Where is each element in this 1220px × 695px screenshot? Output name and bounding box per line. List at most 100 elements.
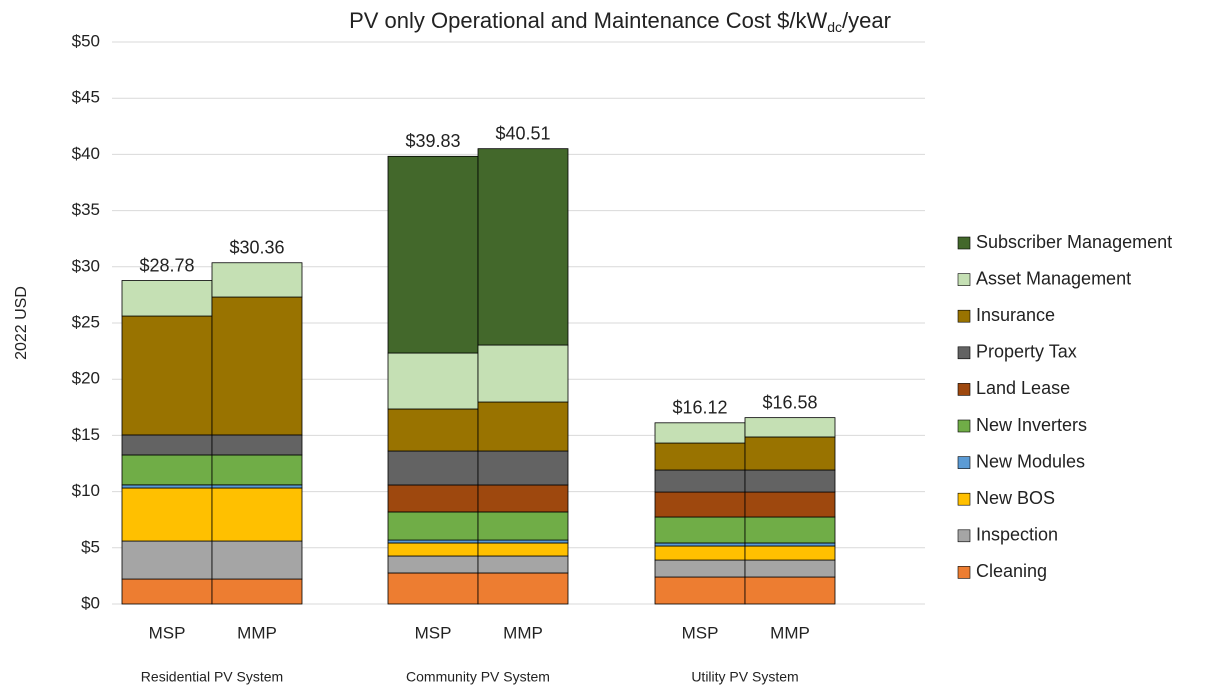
bar-segment [211,262,303,298]
legend-label: Subscriber Management [976,232,1172,252]
legend-swatch [957,492,971,506]
legend-label: Land Lease [976,378,1070,398]
y-tick-label: $15 [72,425,100,444]
x-tick-label: MSP [682,623,719,642]
bar-segment [387,542,479,557]
bar-segment [477,539,569,544]
group-label: Utility PV System [691,669,798,685]
x-tick-label: MMP [237,623,277,642]
bar-segment [654,442,746,471]
title-main: PV only Operational and Maintenance Cost… [349,8,827,33]
y-tick-label: $30 [72,256,100,275]
legend-swatch [957,273,971,286]
total-label: $16.12 [672,398,727,418]
legend-label: Property Tax [976,342,1077,362]
bar-segment [121,434,213,456]
total-label: $30.36 [229,238,284,258]
bar-segment [744,516,836,544]
bar-segment [387,484,479,513]
bar-segment [121,280,213,317]
bar-segment [121,540,213,580]
chart-title: PV only Operational and Maintenance Cost… [349,8,891,35]
bar-segment [387,539,479,544]
bar-segment [654,469,746,493]
bar-segment [477,401,569,452]
legend-swatch [957,383,971,396]
bar-segment [211,454,303,486]
y-tick-label: $35 [72,200,100,219]
bar-segment [654,576,746,605]
bar-segment [744,559,836,578]
bar-segment [744,491,836,518]
bar-segment [211,540,303,580]
x-tick-label: MMP [770,623,810,642]
bar-segment [744,545,836,561]
legend-swatch [957,566,971,579]
bar-segment [121,454,213,486]
x-tick-label: MSP [415,623,452,642]
legend-swatch [957,309,971,323]
y-tick-label: $40 [72,144,100,163]
bar-segment [744,417,836,438]
bar-segment [121,487,213,542]
bar-segment [121,578,213,605]
group-label: Residential PV System [141,669,283,685]
legend-swatch [957,419,971,433]
y-tick-label: $25 [72,312,100,331]
bar-segment [744,436,836,471]
bar-segment [211,434,303,456]
group-label: Community PV System [406,669,550,685]
bar-segment [211,296,303,436]
bar-segment [654,542,746,547]
bar-segment [477,511,569,541]
title-suffix: /year [842,8,891,33]
bar-segment [121,315,213,436]
total-label: $40.51 [495,123,550,143]
total-label: $28.78 [139,255,194,275]
bar-segment [387,450,479,486]
legend-label: New BOS [976,488,1055,508]
legend-label: Asset Management [976,268,1131,288]
bar-segment [387,572,479,605]
y-axis-label: 2022 USD [13,286,30,360]
bar-segment [121,484,213,489]
legend-swatch [957,529,971,543]
legend-swatch [957,456,971,469]
legend-label: New Modules [976,451,1085,471]
y-tick-label: $20 [72,369,100,388]
bar-segment [477,344,569,403]
y-tick-label: $0 [81,593,100,612]
bar-segment [654,422,746,444]
bar-segment [744,542,836,547]
legend-label: Insurance [976,305,1055,325]
legend-label: New Inverters [976,415,1087,435]
bar-segment [211,484,303,489]
total-label: $39.83 [405,131,460,151]
bar-segment [477,572,569,605]
x-tick-label: MSP [149,623,186,642]
legend-swatch [957,346,971,360]
bar-segment [477,148,569,346]
bar-segment [654,516,746,544]
bar-segment [744,469,836,493]
legend-label: Inspection [976,525,1058,545]
y-tick-label: $5 [81,537,100,556]
bar-segment [477,450,569,486]
bar-segment [654,491,746,518]
bar-segment [387,155,479,354]
bar-segment [387,511,479,541]
bar-segment [387,408,479,452]
title-subscript: dc [827,19,842,35]
bar-segment [744,576,836,605]
y-tick-label: $45 [72,88,100,107]
bar-segment [654,559,746,578]
bar-segment [387,352,479,410]
bar-segment [387,555,479,574]
legend-swatch [957,236,971,250]
bar-segment [477,484,569,513]
bar-segment [211,578,303,605]
legend-label: Cleaning [976,561,1047,581]
bar-segment [477,542,569,557]
bar-segment [477,555,569,574]
